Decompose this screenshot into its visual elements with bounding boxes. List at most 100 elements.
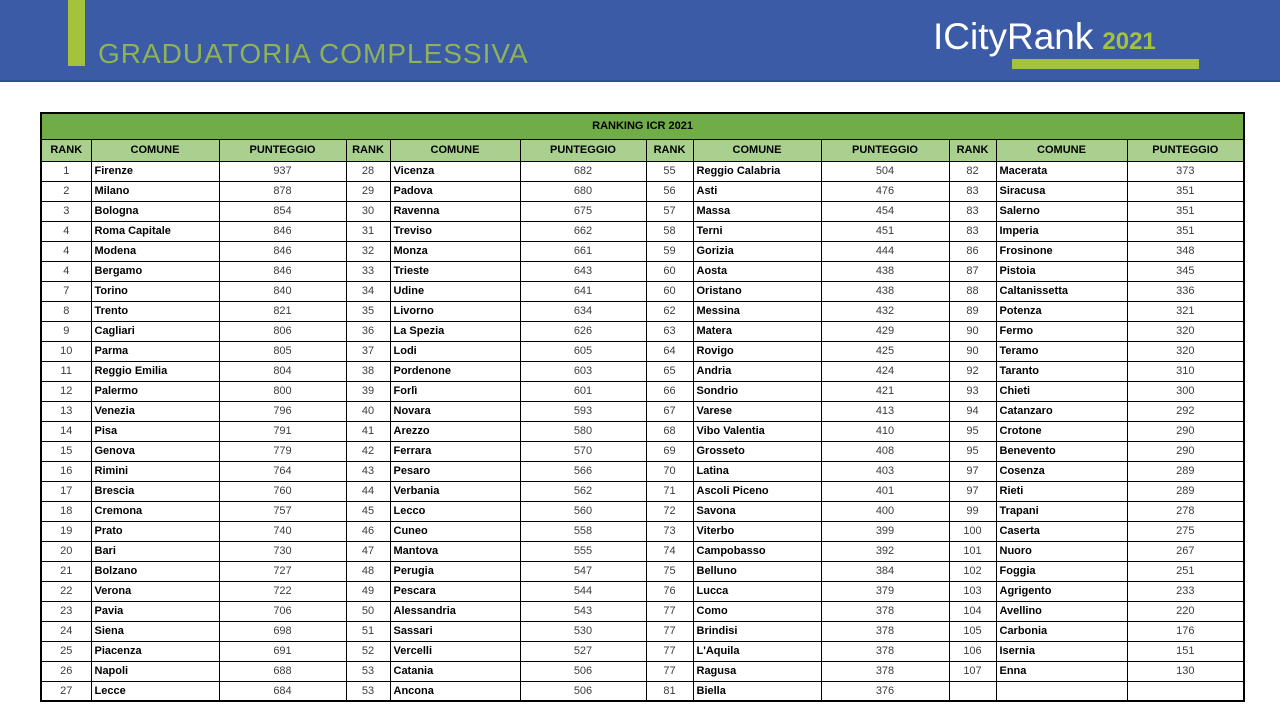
punteggio-cell: 348 bbox=[1126, 240, 1245, 262]
comune-cell: Caltanissetta bbox=[995, 280, 1128, 302]
page-title: GRADUATORIA COMPLESSIVA bbox=[98, 38, 529, 69]
table-row: 17 Brescia 760 44 Verbania 562 71 Ascoli Piceno… bbox=[40, 480, 1245, 502]
comune-cell: Matera bbox=[692, 320, 822, 342]
comune-cell: Verona bbox=[90, 580, 220, 602]
punteggio-cell: 130 bbox=[1126, 660, 1245, 682]
comune-cell: Palermo bbox=[90, 380, 220, 402]
comune-cell: Rovigo bbox=[692, 340, 822, 362]
rank-cell: 44 bbox=[345, 480, 391, 502]
comune-cell: Messina bbox=[692, 300, 822, 322]
punteggio-cell: 300 bbox=[1126, 380, 1245, 402]
comune-cell: Frosinone bbox=[995, 240, 1128, 262]
table-row: 22 Verona 722 49 Pescara 544 76 Lucca 379 103 Agri… bbox=[40, 580, 1245, 602]
punteggio-cell: 373 bbox=[1126, 160, 1245, 182]
comune-cell: Bergamo bbox=[90, 260, 220, 282]
table-row: 3 Bologna 854 30 Ravenna 675 57 Massa 454 83 Saler… bbox=[40, 200, 1245, 222]
comune-cell: Ascoli Piceno bbox=[692, 480, 822, 502]
punteggio-cell: 605 bbox=[519, 340, 647, 362]
comune-cell: Lodi bbox=[389, 340, 521, 362]
rank-cell: 72 bbox=[645, 500, 694, 522]
comune-cell: Rimini bbox=[90, 460, 220, 482]
punteggio-cell: 290 bbox=[1126, 420, 1245, 442]
rank-cell: 26 bbox=[40, 660, 92, 682]
rank-cell: 42 bbox=[345, 440, 391, 462]
comune-cell: Massa bbox=[692, 200, 822, 222]
punteggio-cell: 421 bbox=[820, 380, 950, 402]
punteggio-cell: 562 bbox=[519, 480, 647, 502]
punteggio-cell: 722 bbox=[218, 580, 347, 602]
punteggio-cell: 593 bbox=[519, 400, 647, 422]
punteggio-cell: 764 bbox=[218, 460, 347, 482]
rank-cell: 24 bbox=[40, 620, 92, 642]
rank-cell: 102 bbox=[948, 560, 997, 582]
comune-cell: Pescara bbox=[389, 580, 521, 602]
comune-cell: Varese bbox=[692, 400, 822, 422]
rank-cell: 57 bbox=[645, 200, 694, 222]
punteggio-cell: 580 bbox=[519, 420, 647, 442]
rank-cell: 2 bbox=[40, 180, 92, 202]
rank-cell: 30 bbox=[345, 200, 391, 222]
punteggio-cell: 384 bbox=[820, 560, 950, 582]
comune-cell: Bologna bbox=[90, 200, 220, 222]
comune-cell: Rieti bbox=[995, 480, 1128, 502]
comune-cell: Trieste bbox=[389, 260, 521, 282]
comune-cell: Monza bbox=[389, 240, 521, 262]
comune-cell: Campobasso bbox=[692, 540, 822, 562]
comune-cell: Novara bbox=[389, 400, 521, 422]
comune-cell: Sondrio bbox=[692, 380, 822, 402]
comune-cell: Vibo Valentia bbox=[692, 420, 822, 442]
comune-cell: Parma bbox=[90, 340, 220, 362]
rank-cell: 67 bbox=[645, 400, 694, 422]
punteggio-cell: 392 bbox=[820, 540, 950, 562]
punteggio-cell: 278 bbox=[1126, 500, 1245, 522]
rank-cell: 36 bbox=[345, 320, 391, 342]
comune-cell: Carbonia bbox=[995, 620, 1128, 642]
punteggio-cell: 698 bbox=[218, 620, 347, 642]
punteggio-cell: 413 bbox=[820, 400, 950, 422]
brand-logo-year: 2021 bbox=[1102, 28, 1156, 55]
comune-cell: Gorizia bbox=[692, 240, 822, 262]
rank-cell: 93 bbox=[948, 380, 997, 402]
comune-cell: Avellino bbox=[995, 600, 1128, 622]
rank-cell: 105 bbox=[948, 620, 997, 642]
punteggio-cell: 289 bbox=[1126, 480, 1245, 502]
column-header-rank: RANK bbox=[40, 138, 92, 162]
rank-cell: 4 bbox=[40, 240, 92, 262]
punteggio-cell: 937 bbox=[218, 160, 347, 182]
table-row: 1 Firenze 937 28 Vicenza 682 55 Reggio Calabria… bbox=[40, 160, 1245, 182]
column-header-rank: RANK bbox=[645, 138, 694, 162]
rank-cell: 74 bbox=[645, 540, 694, 562]
table-row: 12 Palermo 800 39 Forlì 601 66 Sondrio 421 93 Chie… bbox=[40, 380, 1245, 402]
punteggio-cell: 530 bbox=[519, 620, 647, 642]
punteggio-cell: 779 bbox=[218, 440, 347, 462]
comune-cell: Cosenza bbox=[995, 460, 1128, 482]
comune-cell: Vercelli bbox=[389, 640, 521, 662]
comune-cell: Catania bbox=[389, 660, 521, 682]
rank-cell: 71 bbox=[645, 480, 694, 502]
punteggio-cell: 506 bbox=[519, 660, 647, 682]
ranking-table-container: RANKING ICR 2021 RANK COMUNE PUNTEGGIO RANK… bbox=[40, 112, 1280, 702]
punteggio-cell: 345 bbox=[1126, 260, 1245, 282]
comune-cell: Andria bbox=[692, 360, 822, 382]
punteggio-cell: 403 bbox=[820, 460, 950, 482]
table-row: 23 Pavia 706 50 Alessandria 543 77 Como 378 104 Av… bbox=[40, 600, 1245, 622]
rank-cell: 17 bbox=[40, 480, 92, 502]
table-row: 11 Reggio Emilia 804 38 Pordenone 603 65 Andria… bbox=[40, 360, 1245, 382]
table-row: 24 Siena 698 51 Sassari 530 77 Brindisi 378 105 Ca… bbox=[40, 620, 1245, 642]
rank-cell: 89 bbox=[948, 300, 997, 322]
punteggio-cell: 151 bbox=[1126, 640, 1245, 662]
rank-cell: 38 bbox=[345, 360, 391, 382]
rank-cell: 77 bbox=[645, 620, 694, 642]
table-row: 4 Bergamo 846 33 Trieste 643 60 Aosta 438 87 Pisto… bbox=[40, 260, 1245, 282]
rank-cell: 8 bbox=[40, 300, 92, 322]
table-row: 14 Pisa 791 41 Arezzo 580 68 Vibo Valentia 410 95… bbox=[40, 420, 1245, 442]
rank-cell: 18 bbox=[40, 500, 92, 522]
rank-cell: 87 bbox=[948, 260, 997, 282]
punteggio-cell: 378 bbox=[820, 600, 950, 622]
rank-cell: 97 bbox=[948, 460, 997, 482]
comune-cell: Brescia bbox=[90, 480, 220, 502]
comune-cell: Grosseto bbox=[692, 440, 822, 462]
punteggio-cell: 378 bbox=[820, 620, 950, 642]
punteggio-cell: 804 bbox=[218, 360, 347, 382]
column-header-punteggio: PUNTEGGIO bbox=[820, 138, 950, 162]
